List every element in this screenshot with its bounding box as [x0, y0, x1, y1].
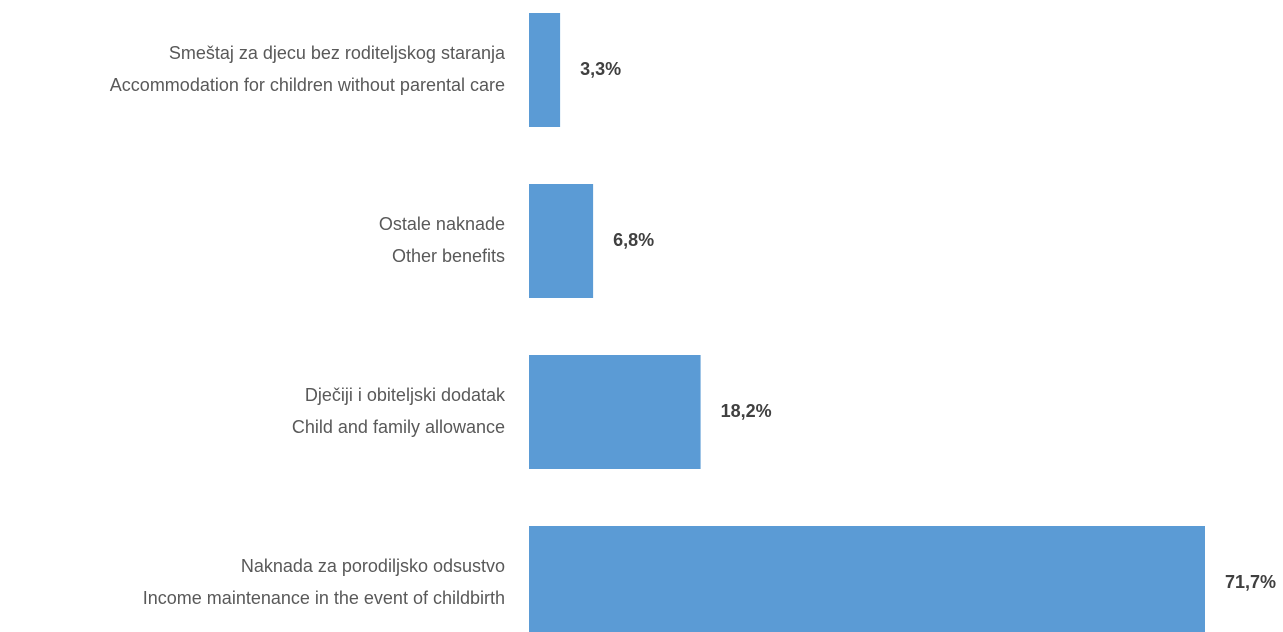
category-label: Accommodation for children without paren… [110, 75, 505, 95]
bar [529, 355, 701, 469]
category-label: Child and family allowance [292, 417, 505, 437]
category-label: Income maintenance in the event of child… [143, 588, 505, 608]
value-label: 71,7% [1225, 572, 1276, 592]
bar [529, 526, 1205, 632]
category-label: Ostale naknade [379, 214, 505, 234]
category-label: Dječiji i obiteljski dodatak [305, 385, 506, 405]
category-label: Smeštaj za djecu bez roditeljskog staran… [169, 43, 506, 63]
value-label: 18,2% [721, 401, 772, 421]
category-label: Other benefits [392, 246, 505, 266]
value-label: 3,3% [580, 59, 621, 79]
value-label: 6,8% [613, 230, 654, 250]
bar [529, 184, 594, 298]
bar [529, 13, 561, 127]
category-label: Naknada za porodiljsko odsustvo [241, 556, 505, 576]
